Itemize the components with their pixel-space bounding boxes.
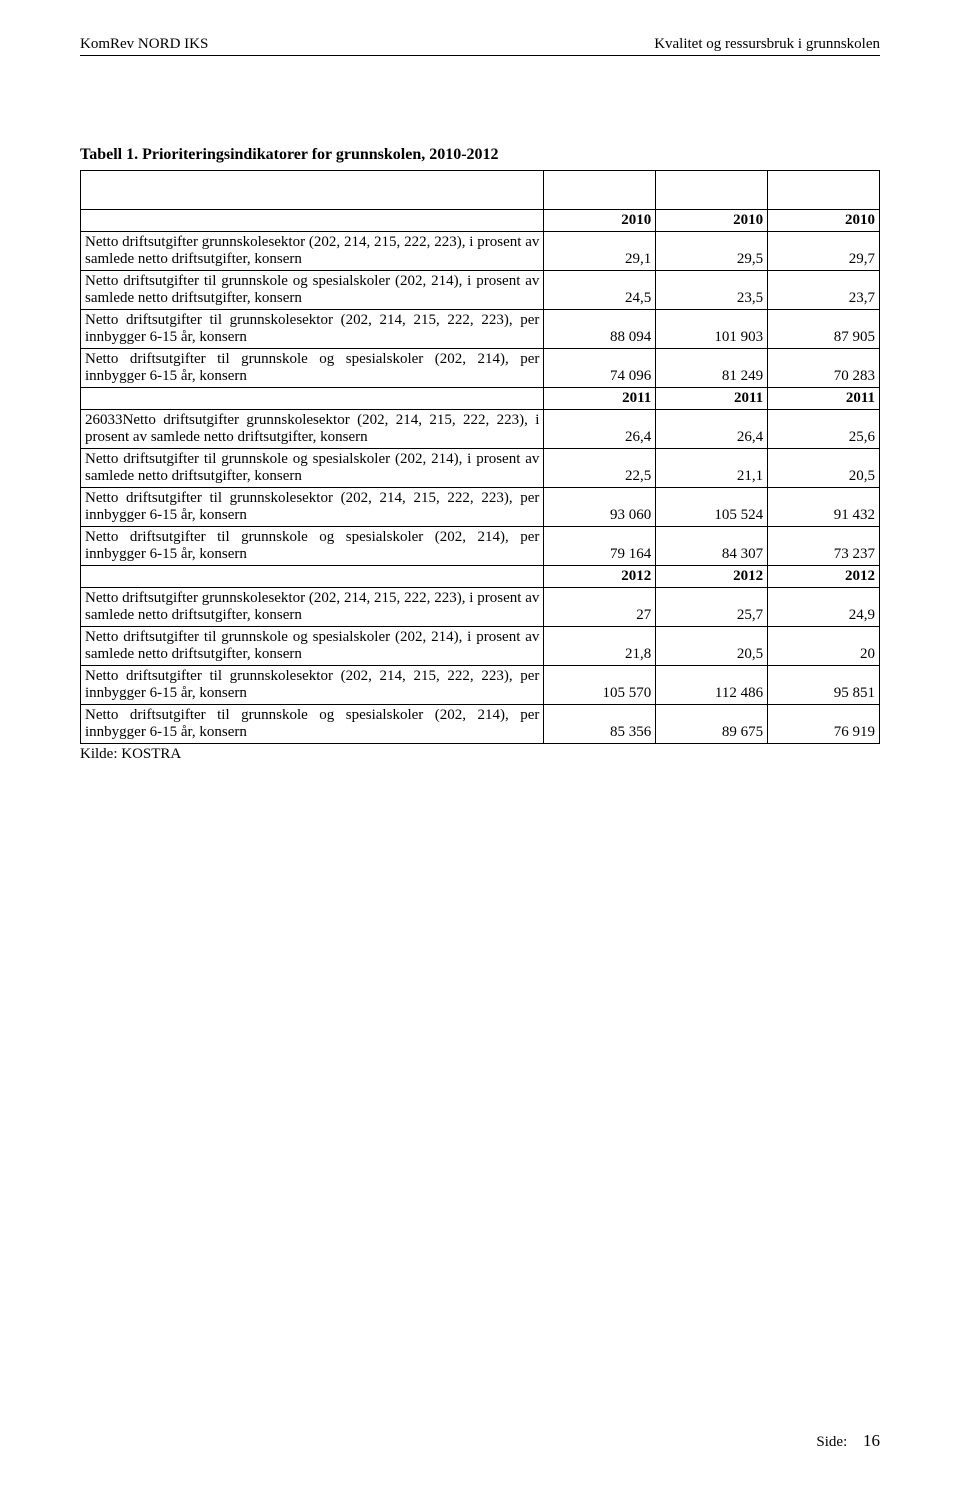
year-row-label [81,388,544,410]
row-label: Netto driftsutgifter til grunnskolesekto… [81,310,544,349]
page-footer: Side: 16 [80,1431,880,1451]
row-label: Netto driftsutgifter til grunnskole og s… [81,705,544,744]
row-value: 27 [544,588,656,627]
year-cell: 2010 [656,210,768,232]
row-label: Netto driftsutgifter til grunnskole og s… [81,627,544,666]
year-cell: 2011 [768,388,880,410]
year-row-label [81,566,544,588]
header-left: KomRev NORD IKS [80,36,208,53]
year-cell: 2011 [656,388,768,410]
row-value: 85 356 [544,705,656,744]
row-value: 26,4 [656,410,768,449]
year-cell: 2012 [768,566,880,588]
row-value: 91 432 [768,488,880,527]
row-value: 29,1 [544,232,656,271]
row-value: 105 570 [544,666,656,705]
row-value: 84 307 [656,527,768,566]
row-label: Netto driftsutgifter til grunnskole og s… [81,271,544,310]
table-source: Kilde: KOSTRA [80,746,880,763]
footer-page-number: 16 [863,1431,880,1450]
page-header: KomRev NORD IKS Kvalitet og ressursbruk … [80,0,880,56]
row-value: 101 903 [656,310,768,349]
row-label: Netto driftsutgifter grunnskolesektor (2… [81,232,544,271]
row-value: 70 283 [768,349,880,388]
row-label: Netto driftsutgifter til grunnskole og s… [81,449,544,488]
row-value: 88 094 [544,310,656,349]
row-label: Netto driftsutgifter grunnskolesektor (2… [81,588,544,627]
row-value: 23,5 [656,271,768,310]
row-value: 81 249 [656,349,768,388]
footer-page-label: Side: [816,1434,847,1450]
year-cell: 2012 [656,566,768,588]
row-value: 95 851 [768,666,880,705]
header-right: Kvalitet og ressursbruk i grunnskolen [654,36,880,53]
row-value: 29,7 [768,232,880,271]
table-head-col-2: Landetu/Oslo [768,171,880,210]
year-cell: 2010 [544,210,656,232]
row-value: 112 486 [656,666,768,705]
table-title: Tabell 1. Prioriteringsindikatorer for g… [80,146,880,164]
row-value: 25,6 [768,410,880,449]
row-value: 76 919 [768,705,880,744]
year-cell: 2012 [544,566,656,588]
row-value: 20,5 [768,449,880,488]
row-value: 21,1 [656,449,768,488]
row-label: Netto driftsutgifter til grunnskolesekto… [81,666,544,705]
row-value: 21,8 [544,627,656,666]
year-row-label [81,210,544,232]
table-head-col-0: Øksneskommune [544,171,656,210]
row-value: 93 060 [544,488,656,527]
row-value: 79 164 [544,527,656,566]
row-value: 73 237 [768,527,880,566]
row-value: 23,7 [768,271,880,310]
year-cell: 2011 [544,388,656,410]
row-value: 25,7 [656,588,768,627]
row-value: 26,4 [544,410,656,449]
row-value: 29,5 [656,232,768,271]
year-cell: 2010 [768,210,880,232]
row-value: 24,5 [544,271,656,310]
row-label: Netto driftsutgifter til grunnskolesekto… [81,488,544,527]
row-value: 87 905 [768,310,880,349]
row-value: 89 675 [656,705,768,744]
table-head-col-1: KG2 [656,171,768,210]
row-value: 22,5 [544,449,656,488]
row-label: 26033Netto driftsutgifter grunnskolesekt… [81,410,544,449]
row-value: 24,9 [768,588,880,627]
row-value: 20 [768,627,880,666]
footer-right: Side: 16 [816,1431,880,1451]
row-value: 74 096 [544,349,656,388]
priorities-table: Prioriteringsindikatorer for grunnskolen… [80,170,880,744]
row-label: Netto driftsutgifter til grunnskole og s… [81,527,544,566]
table-head-label: Prioriteringsindikatorer for grunnskolen [81,171,544,210]
row-value: 20,5 [656,627,768,666]
row-value: 105 524 [656,488,768,527]
row-label: Netto driftsutgifter til grunnskole og s… [81,349,544,388]
